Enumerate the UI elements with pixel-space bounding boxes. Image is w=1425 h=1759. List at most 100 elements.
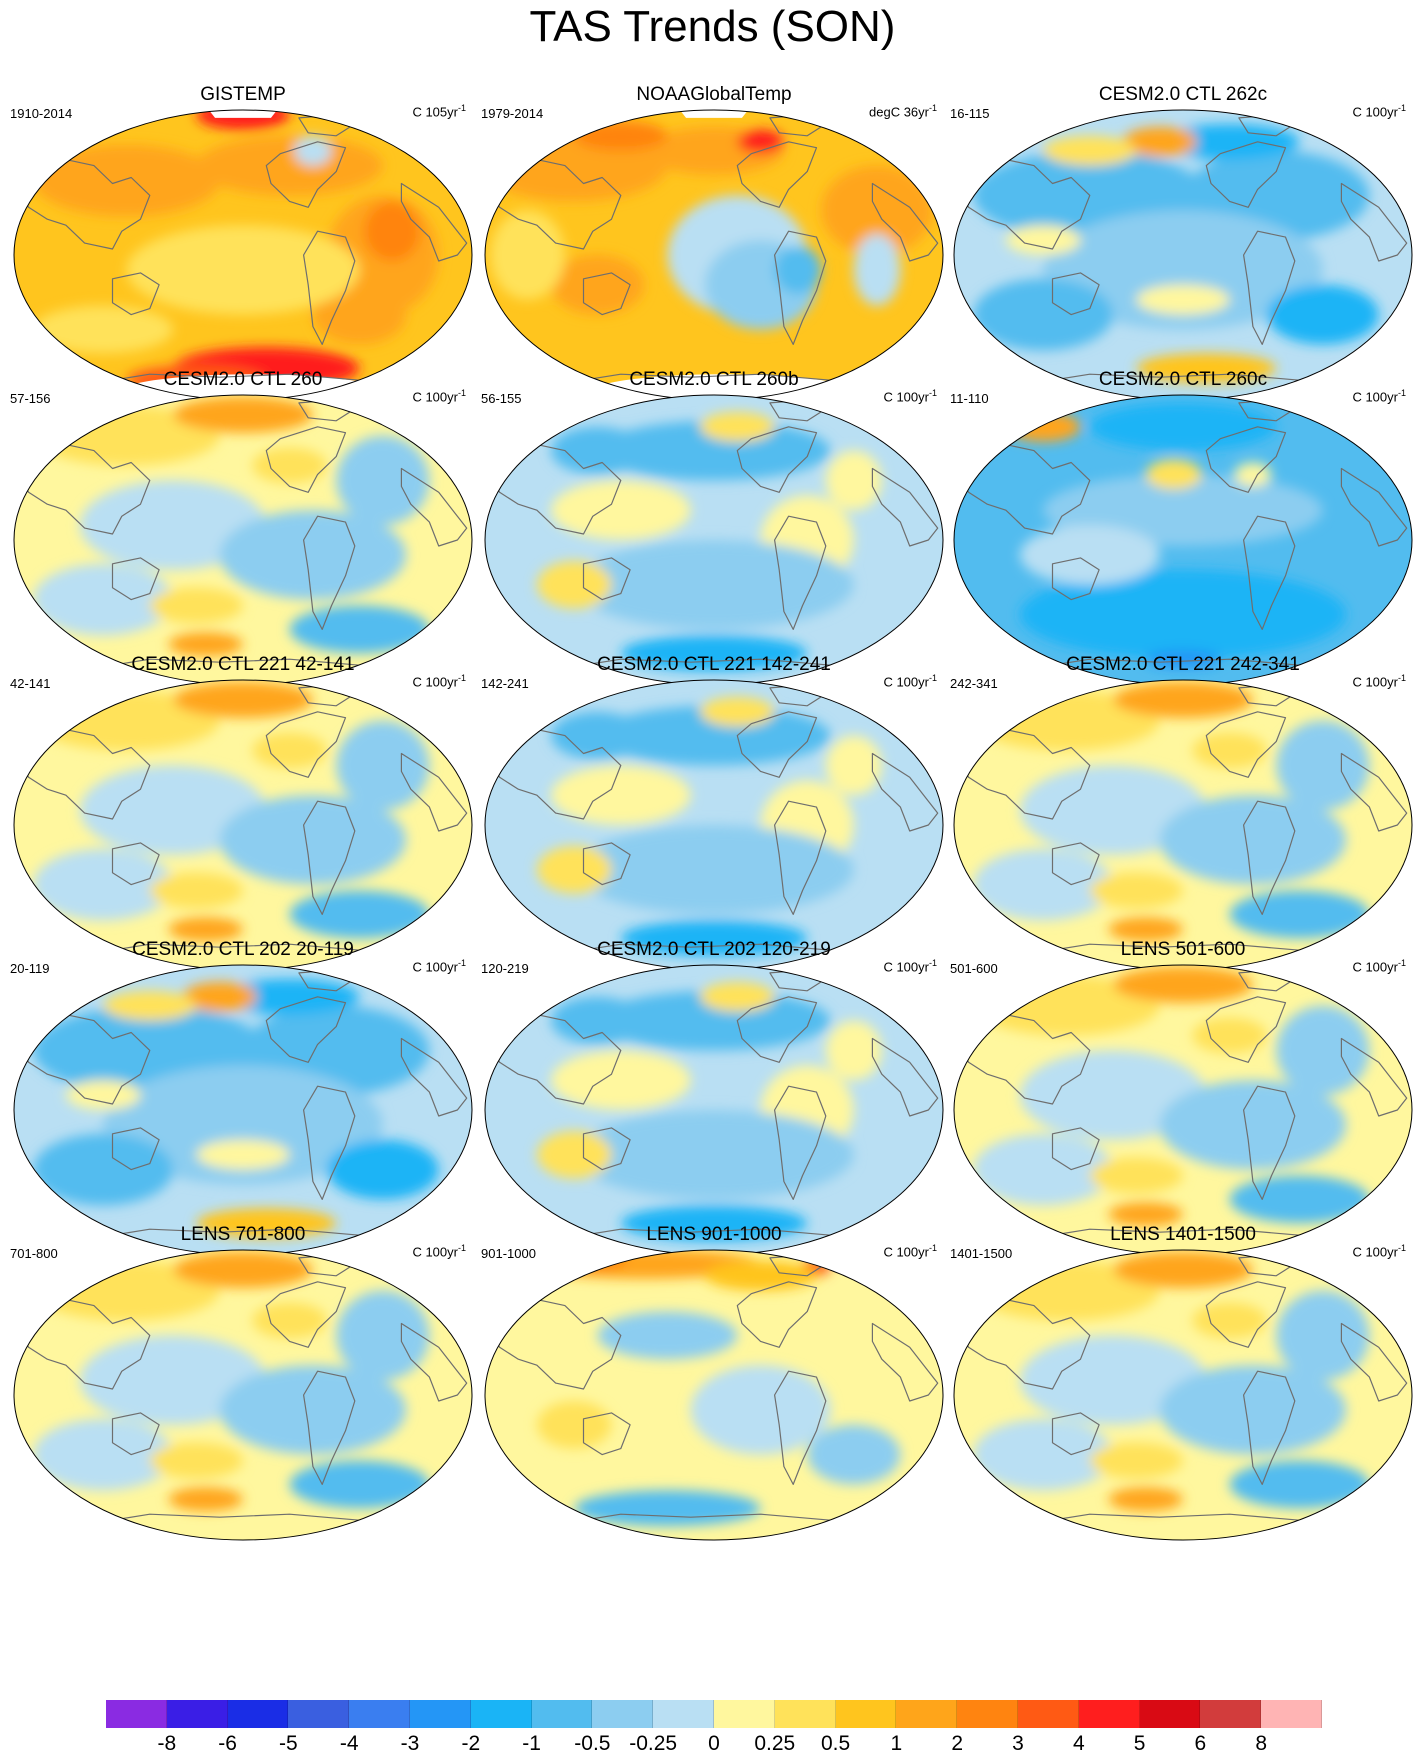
trend-field-region — [1192, 732, 1267, 769]
trend-field-region — [1089, 872, 1183, 909]
coastline — [582, 272, 631, 316]
coastline — [1243, 1085, 1296, 1200]
world-map — [13, 1249, 473, 1541]
panel-units-base: C 100yr — [1352, 104, 1398, 120]
coastline — [871, 182, 939, 262]
coastline — [1340, 1037, 1408, 1117]
coastline — [736, 426, 818, 493]
panel-units: C 105yr-1 — [412, 100, 466, 120]
panel-units-exponent: -1 — [1397, 958, 1406, 968]
colorbar-box — [106, 1700, 167, 1728]
panel-units-base: C 100yr — [412, 1244, 458, 1260]
trend-field-region — [536, 1401, 612, 1449]
trend-field-region — [700, 411, 775, 442]
trend-field-region — [597, 705, 831, 766]
coastline — [18, 159, 151, 250]
trend-field-region — [103, 990, 197, 1021]
panel-units-base: C 100yr — [1352, 1244, 1398, 1260]
coastline — [958, 444, 1091, 535]
coastline — [111, 842, 160, 886]
trend-field-region — [1276, 720, 1370, 811]
panel-units-exponent: -1 — [457, 103, 466, 113]
world-map — [13, 679, 473, 971]
coastline — [265, 426, 347, 493]
coastline — [736, 141, 818, 208]
coastline — [871, 1037, 939, 1117]
missing-data-region — [205, 110, 281, 118]
trend-field-region — [1122, 126, 1197, 157]
trend-field-region — [149, 872, 243, 909]
trend-field-region — [807, 1424, 901, 1485]
coastline — [958, 1299, 1091, 1390]
panel-title: CESM2.0 CTL 260 — [163, 369, 323, 390]
panel-years: 57-156 — [10, 391, 51, 406]
trend-field-region — [33, 1418, 174, 1491]
coastline — [400, 182, 468, 262]
panel-title: CESM2.0 CTL 202 120-219 — [597, 939, 831, 960]
world-map — [484, 394, 944, 686]
panel-years: 701-800 — [10, 1246, 58, 1261]
trend-field-region — [1266, 284, 1379, 345]
coastline — [265, 711, 347, 778]
coastline — [1205, 996, 1287, 1063]
panel-units: C 100yr-1 — [1352, 385, 1406, 405]
coastline — [303, 800, 356, 915]
trend-field-region — [1145, 650, 1221, 669]
map-panel: CESM2.0 CTL 202 120-219 120-219 C 100yr-1 — [481, 939, 947, 1259]
trend-field-region — [1019, 1050, 1207, 1140]
trend-field-region — [219, 978, 360, 1015]
trend-field-region — [550, 996, 645, 1045]
trend-field-region — [1192, 1302, 1267, 1339]
map-panel: NOAAGlobalTemp 1979-2014 degC 36yr-1 — [481, 84, 947, 404]
panel-years: 56-155 — [481, 391, 522, 406]
coastline — [871, 1322, 939, 1402]
coastline — [774, 230, 827, 345]
colorbar-box — [1261, 1700, 1322, 1728]
coastline — [489, 729, 622, 820]
trend-field-region — [326, 1139, 439, 1200]
trend-field-region — [1159, 1365, 1347, 1455]
trend-field-region — [597, 420, 831, 481]
trend-field-region — [364, 201, 421, 261]
colorbar-label: 3 — [1012, 1732, 1024, 1755]
coastline — [400, 1322, 468, 1402]
trend-field-region — [196, 1139, 290, 1170]
trend-field-region — [973, 848, 1114, 921]
colorbar-box — [653, 1700, 714, 1728]
trend-field-region — [173, 681, 313, 718]
colorbar-box — [957, 1700, 1018, 1728]
panel-units: C 100yr-1 — [412, 670, 466, 690]
coastline — [1051, 557, 1100, 601]
coastline — [582, 1412, 631, 1456]
trend-field-region — [550, 765, 691, 825]
trend-field-region — [1276, 1005, 1370, 1096]
coastline — [303, 1370, 356, 1485]
panel-units-exponent: -1 — [1397, 388, 1406, 398]
trend-field-region — [126, 225, 360, 315]
colorbar-label: 0 — [708, 1732, 720, 1755]
coastline — [1243, 1370, 1296, 1485]
panel-units-exponent: -1 — [1397, 103, 1406, 113]
colorbar-box — [713, 1700, 775, 1728]
trend-field-region — [973, 1418, 1114, 1491]
coastline — [1205, 1281, 1287, 1348]
coastline — [265, 1281, 347, 1348]
coastline — [1243, 230, 1296, 345]
trend-field-region — [336, 435, 430, 526]
map-panel: CESM2.0 CTL 221 242-341 242-341 C 100yr-1 — [950, 654, 1416, 974]
coastline — [736, 711, 818, 778]
trend-field-region — [536, 1130, 612, 1179]
trend-field-region — [1108, 1202, 1183, 1227]
trend-field-region — [550, 426, 645, 475]
coastline — [774, 515, 827, 630]
coastline — [1051, 1127, 1100, 1171]
coastline — [1051, 842, 1100, 886]
trend-field-region — [1145, 459, 1202, 490]
trend-field-region — [973, 278, 1114, 351]
trend-field-region — [700, 981, 775, 1012]
coastline — [489, 1299, 622, 1390]
panel-years: 1401-1500 — [950, 1246, 1013, 1261]
coastline — [18, 1014, 151, 1105]
trend-field-region — [219, 795, 407, 885]
trend-field-region — [1019, 1335, 1207, 1425]
